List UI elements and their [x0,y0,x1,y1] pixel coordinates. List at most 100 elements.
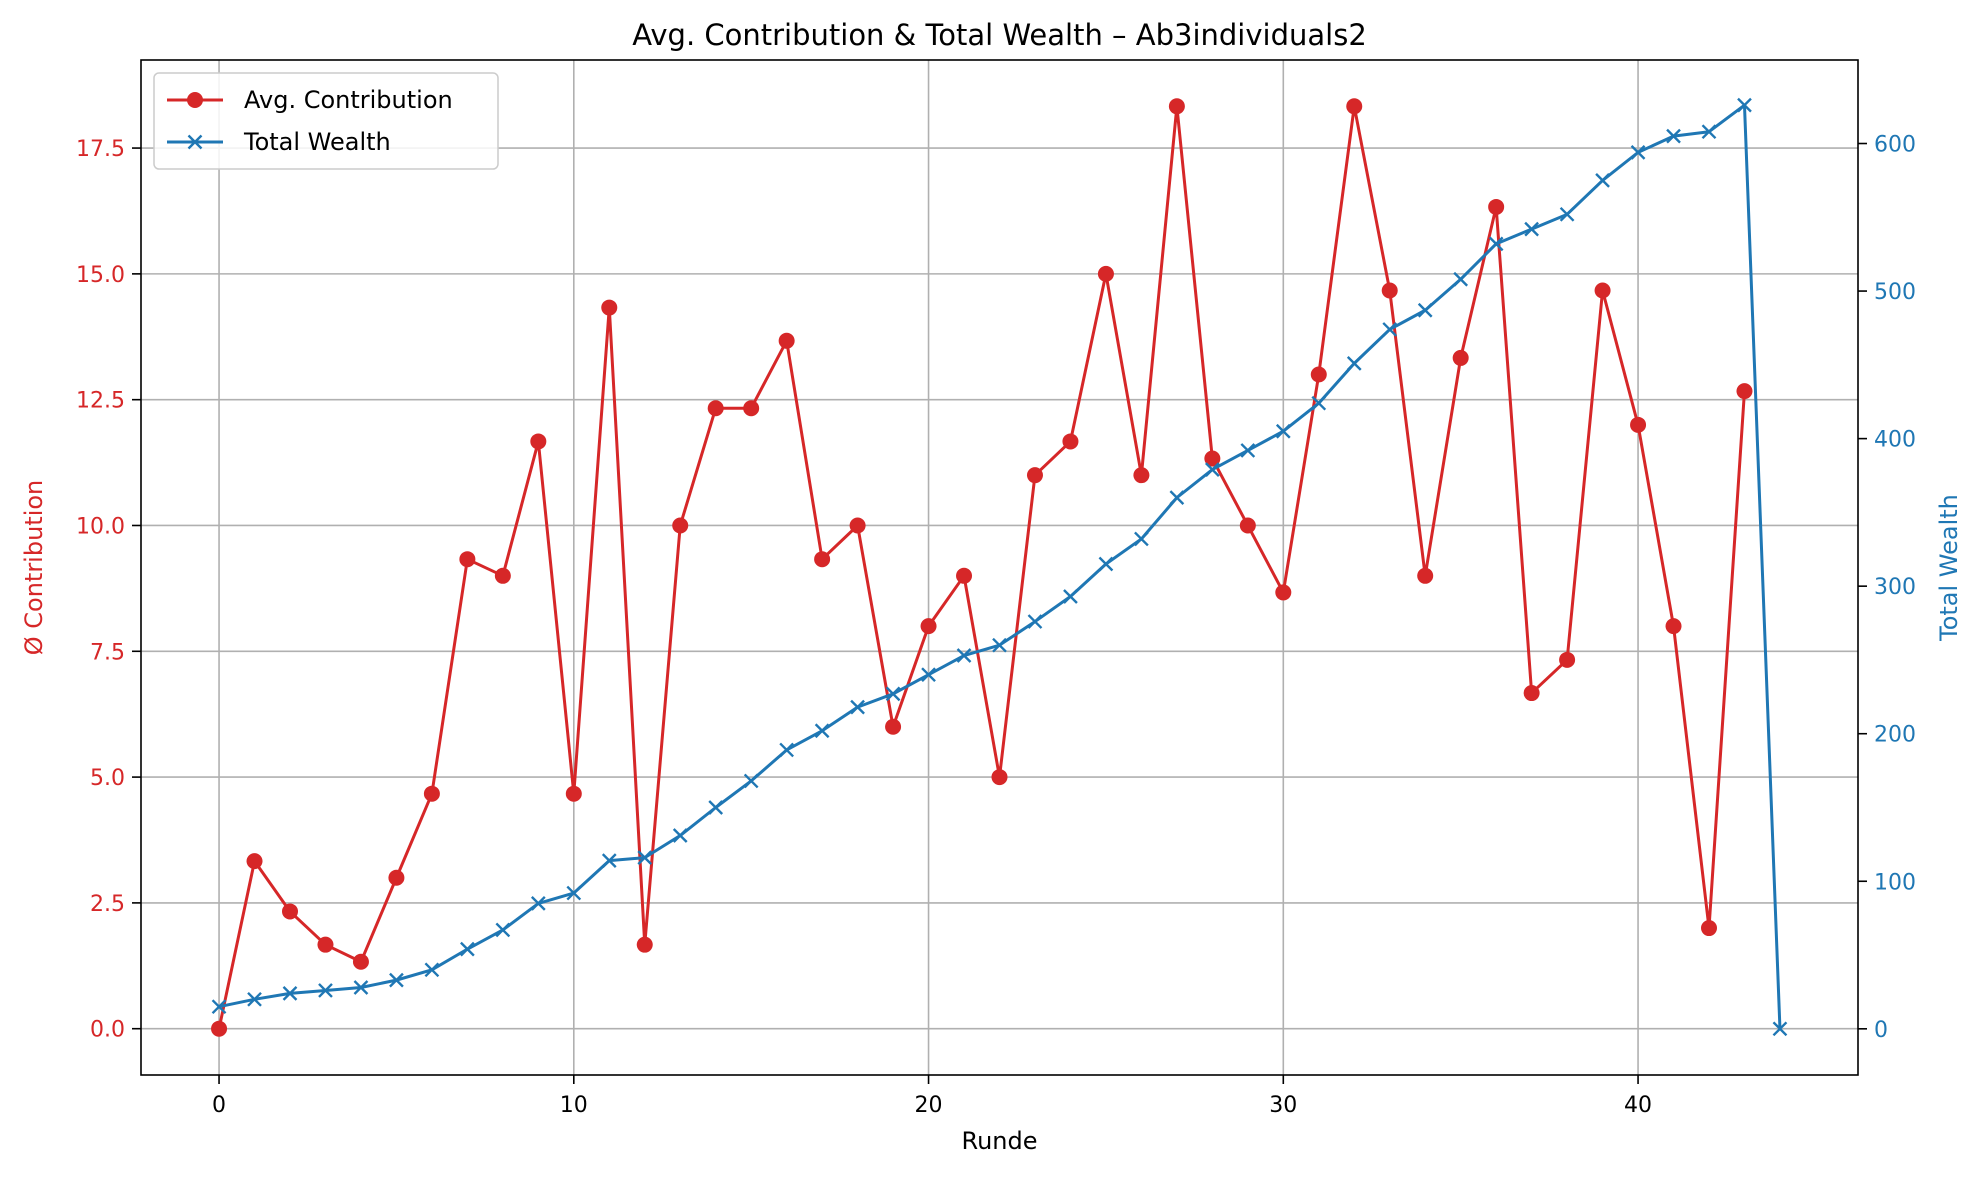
y-right-axis-label: Total Wealth [1935,494,1963,642]
data-point-contribution [423,785,440,802]
data-point-wealth [1275,423,1291,439]
data-point-wealth [530,896,546,911]
y-left-tick-label: 10.0 [76,514,125,539]
data-point-contribution [388,869,405,886]
data-point-wealth [672,828,688,843]
legend: Avg. Contribution Total Wealth [153,72,499,170]
y-left-tick-label: 15.0 [76,263,125,288]
legend-label-avg-contribution: Avg. Contribution [244,86,453,114]
y-right-tick-label: 100 [1874,870,1916,895]
data-point-contribution [1133,467,1150,484]
data-point-contribution [246,853,263,870]
data-point-wealth [247,991,262,1007]
x-tick-label: 20 [915,1093,943,1118]
data-point-contribution [743,400,760,417]
data-point-contribution [885,718,902,735]
data-point-contribution [1239,517,1256,534]
y-left-tick-label: 0.0 [90,1018,125,1043]
data-point-contribution [1488,198,1505,215]
data-point-contribution [1026,467,1043,484]
data-point-wealth [1453,271,1469,287]
y-right-tick-label: 400 [1874,428,1916,453]
data-point-wealth [956,648,972,663]
y-right-tick-label: 200 [1874,723,1916,748]
legend-marker-x [187,134,203,150]
data-point-contribution [1062,433,1079,450]
data-point-wealth [1701,124,1717,140]
legend-label-total-wealth: Total Wealth [243,128,391,156]
data-point-wealth [460,941,475,957]
data-point-contribution [1417,567,1434,584]
data-point-contribution [211,1020,228,1037]
data-point-contribution [317,936,334,953]
data-point-contribution [565,785,582,802]
plot-frame [140,59,1859,1076]
y-right-tick-label: 0 [1874,1018,1888,1043]
data-point-contribution [1559,651,1576,668]
y-left-tick-label: 2.5 [90,892,125,917]
data-point-contribution [281,903,298,920]
series-avg-contribution [211,98,1753,1037]
x-tick-label: 0 [212,1093,226,1118]
data-point-wealth [1063,589,1078,604]
y-right-tick-label: 500 [1874,280,1916,305]
y-left-tick-label: 7.5 [90,640,125,665]
data-point-contribution [778,332,795,349]
data-point-wealth [1027,614,1043,629]
data-point-wealth [1134,531,1149,547]
x-tick-label: 10 [560,1093,588,1118]
data-point-wealth [1240,443,1256,458]
data-point-contribution [1275,584,1292,601]
data-point-contribution [1381,282,1398,299]
data-point-wealth [353,980,369,995]
data-point-wealth [1524,221,1539,237]
data-point-wealth [424,962,440,978]
data-point-wealth [1311,395,1327,411]
data-point-wealth [1772,1021,1788,1037]
data-point-contribution [1594,282,1611,299]
data-point-wealth [1417,302,1433,318]
data-point-contribution [1346,98,1363,115]
x-axis-label: Runde [961,1127,1037,1155]
legend-marker-circle [187,92,203,108]
data-point-contribution [601,299,618,316]
data-point-contribution [1168,98,1185,115]
x-tick-label: 30 [1269,1093,1297,1118]
data-point-wealth [1488,236,1504,252]
data-point-contribution [991,769,1008,786]
data-point-contribution [352,953,369,970]
data-point-contribution [1310,366,1327,383]
data-point-wealth [1098,556,1114,572]
data-point-wealth [814,723,830,739]
data-point-wealth [282,986,298,1001]
data-point-wealth [1666,128,1681,144]
data-point-contribution [672,517,689,534]
data-point-contribution [1452,349,1469,366]
data-point-wealth [318,983,333,998]
data-point-contribution [494,567,511,584]
data-point-wealth [601,853,617,868]
data-point-wealth [921,667,936,683]
series-total-wealth [211,97,1788,1037]
data-point-contribution [530,433,547,450]
data-point-contribution [636,936,653,953]
data-point-wealth [1630,145,1646,160]
data-point-wealth [1382,322,1398,337]
grid-layer [141,60,1858,1075]
data-point-wealth [1346,356,1362,371]
series-layer [211,97,1788,1037]
data-point-contribution [1736,383,1753,400]
data-point-wealth [743,773,759,789]
data-point-contribution [814,551,831,568]
data-point-contribution [1630,416,1647,433]
y-left-tick-label: 12.5 [76,389,125,414]
data-point-contribution [920,618,937,635]
data-point-wealth [708,800,724,815]
data-point-wealth [1737,97,1752,113]
data-point-wealth [1595,173,1610,188]
x-tick-label: 40 [1624,1093,1652,1118]
data-point-contribution [459,551,476,568]
data-point-contribution [1204,450,1221,467]
